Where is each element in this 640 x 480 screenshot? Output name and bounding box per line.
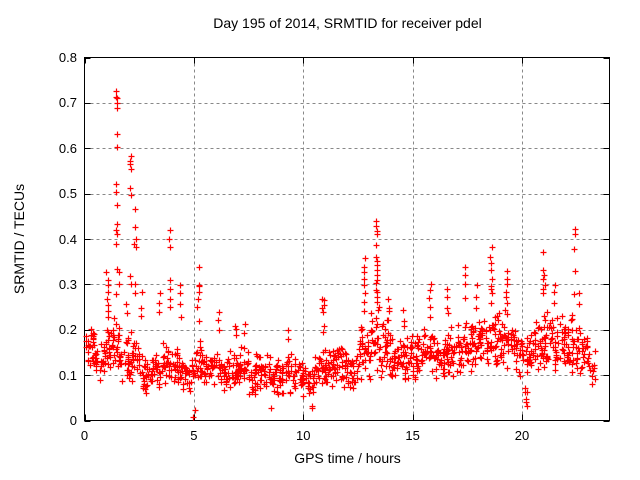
chart-title: Day 195 of 2014, SRMTID for receiver pde… — [213, 15, 482, 31]
plot-border-and-ticks — [84, 57, 610, 422]
y-tick-label: 0.8 — [58, 50, 77, 65]
y-tick-label: 0.7 — [58, 95, 77, 111]
x-tick-label: 0 — [80, 428, 89, 443]
x-tick-label: 5 — [190, 428, 198, 443]
y-tick-label: 0.6 — [58, 140, 77, 156]
y-tick-label: 0.4 — [58, 231, 77, 247]
x-axis-label: GPS time / hours — [294, 450, 401, 466]
y-tick-label: 0 — [69, 413, 77, 428]
x-tick-label: 15 — [405, 428, 420, 443]
y-tick-label: 0.2 — [58, 322, 77, 338]
scatter-points — [83, 88, 599, 421]
x-tick-label: 10 — [296, 428, 311, 443]
y-tick-label: 0.1 — [58, 367, 77, 383]
x-tick-label: 20 — [514, 428, 530, 443]
y-tick-label: 0.5 — [58, 186, 77, 202]
y-tick-label: 0.3 — [58, 276, 77, 292]
